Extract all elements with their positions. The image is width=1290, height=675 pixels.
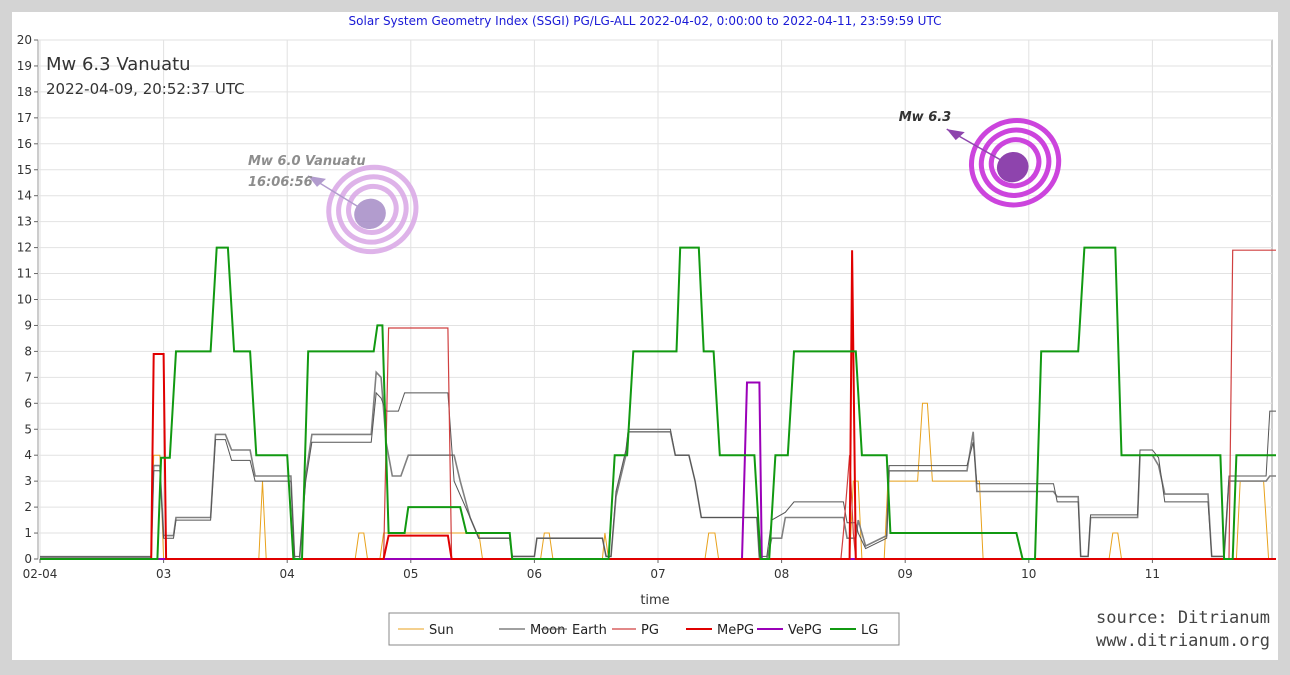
y-tick-label: 3 [24,474,32,488]
gridlines [38,39,1272,560]
x-tick-label: 04 [280,567,295,581]
target-ring [326,164,419,255]
y-tick-label: 17 [17,111,32,125]
x-tick-label: 05 [403,567,418,581]
event-time: 2022-04-09, 20:52:37 UTC [46,80,245,98]
quake-target-icon [946,118,1062,208]
quake-target-icon [307,164,419,255]
series-line-earth [40,391,1276,557]
y-tick-label: 15 [17,163,32,177]
y-tick-label: 4 [24,448,32,462]
series-line-lg [40,246,1276,560]
y-tick-label: 8 [24,344,32,358]
y-tick-label: 5 [24,422,32,436]
y-tick-label: 6 [24,396,32,410]
prior-event-note: Mw 6.0 Vanuatu [248,154,366,169]
y-tick-label: 14 [17,189,32,203]
target-center [996,151,1029,183]
legend-label-earth: Earth [572,623,607,638]
x-axis-label: time [640,593,669,608]
series-line-mepg [40,250,1276,560]
event-title: Mw 6.3 Vanuatu [46,54,191,75]
legend: Sun Moon Earth PG MePG VePG LG [388,612,900,646]
current-event-note: Mw 6.3 [899,110,952,125]
x-tick-label: 10 [1021,567,1036,581]
y-tick-label: 12 [17,241,32,255]
x-tick-label: 09 [898,567,913,581]
y-tick-label: 7 [24,370,32,384]
y-tick-label: 0 [24,552,32,566]
legend-label-lg: LG [861,623,878,638]
y-tick-label: 20 [17,33,32,47]
arrow-head-icon [946,129,965,141]
source-label: source: Ditrianum [1096,608,1270,628]
x-tick-label: 06 [527,567,542,581]
y-tick-label: 11 [17,267,32,281]
series-lines [40,246,1276,560]
y-tick-label: 10 [17,293,32,307]
target-ring [346,183,399,235]
legend-label-moon: Moon [530,623,565,638]
x-tick-label: 03 [156,567,171,581]
ssgi-chart: Solar System Geometry Index (SSGI) PG/LG… [17,14,1276,651]
chart-frame: Solar System Geometry Index (SSGI) PG/LG… [12,12,1278,660]
x-tick-label: 11 [1145,567,1160,581]
y-tick-label: 9 [24,318,32,332]
x-tick-label: 08 [774,567,789,581]
y-tick-label: 19 [17,59,32,73]
arrow-head-icon [308,175,327,187]
y-tick-label: 18 [17,85,32,99]
target-ring [988,137,1042,189]
target-ring [978,127,1052,198]
target-ring [336,174,409,245]
source-url: www.ditrianum.org [1096,631,1270,651]
legend-label-mepg: MePG [717,623,754,638]
current-event-marker: Mw 6.3 [899,110,1062,208]
x-tick-label: 02-04 [23,567,58,581]
legend-label-sun: Sun [429,623,454,638]
prior-event-time: 16:06:56 [248,175,313,190]
target-ring [968,118,1062,208]
y-tick-label: 1 [24,526,32,540]
legend-label-pg: PG [641,623,659,638]
x-tick-label: 07 [650,567,665,581]
chart-title: Solar System Geometry Index (SSGI) PG/LG… [349,14,942,28]
legend-label-vepg: VePG [788,623,822,638]
target-center [354,198,386,230]
y-tick-label: 16 [17,137,32,151]
y-tick-label: 2 [24,500,32,514]
y-tick-label: 13 [17,215,32,229]
x-axis: 02-04 03 04 05 06 07 08 09 10 11 [23,559,1160,581]
prior-event-marker: Mw 6.0 Vanuatu 16:06:56 [248,154,419,255]
legend-box [388,612,900,646]
